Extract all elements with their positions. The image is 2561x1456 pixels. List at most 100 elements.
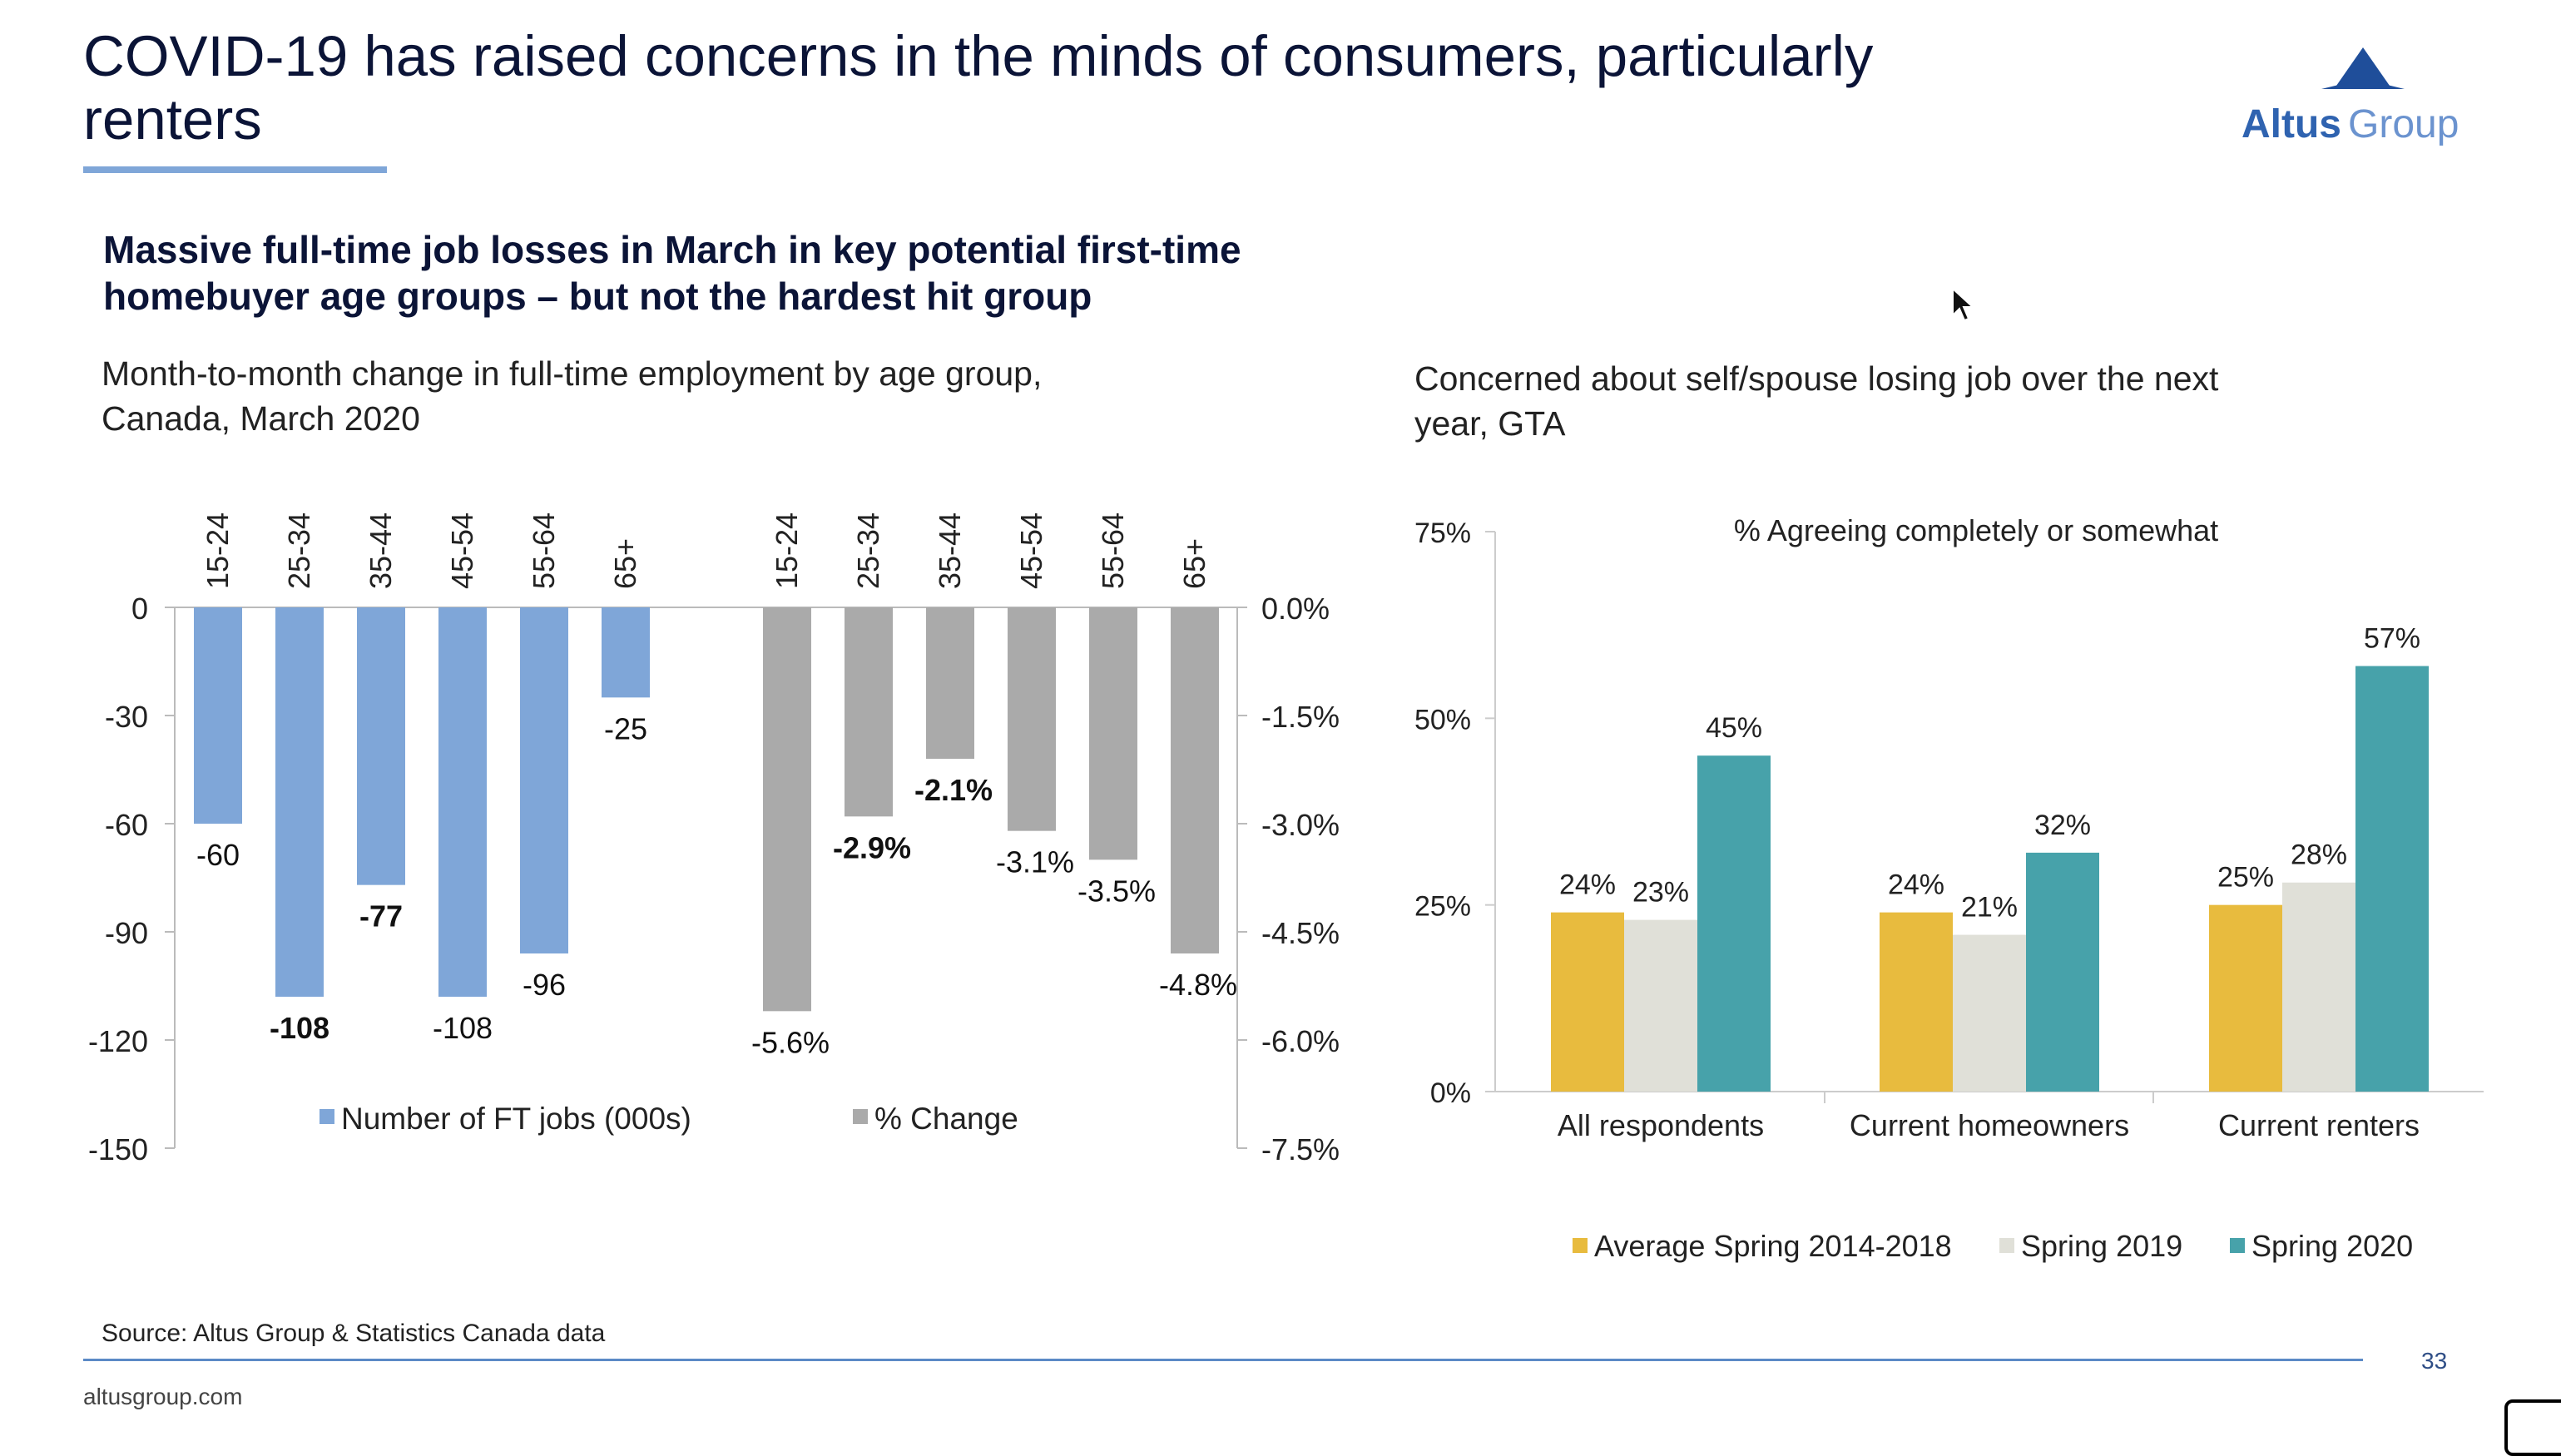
age-group-label: 45-54 <box>1014 513 1048 589</box>
data-label: -77 <box>359 899 403 934</box>
legend-label: Average Spring 2014-2018 <box>1594 1229 1952 1263</box>
y-tick-label: 75% <box>1414 518 1471 549</box>
y-tick-label: 0% <box>1430 1077 1471 1109</box>
data-label: -2.1% <box>914 773 993 807</box>
data-label: 28% <box>2291 839 2347 871</box>
y-tick-label: 50% <box>1414 704 1471 735</box>
job-loss-concern-chart: 0% 25% 50% 75% % Agreeing completely or some… <box>1414 513 2484 1263</box>
page-number: 33 <box>2421 1348 2448 1374</box>
bar <box>1880 912 1953 1092</box>
legend-swatch <box>1999 1238 2014 1253</box>
age-group-label: 15-24 <box>770 513 804 589</box>
bar <box>357 607 405 885</box>
data-label: -3.1% <box>996 845 1074 879</box>
bar <box>438 607 487 997</box>
mouse-cursor-icon <box>1952 287 1975 322</box>
source-note: Source: Altus Group & Statistics Canada … <box>102 1320 606 1347</box>
thumbnail-preview <box>2504 1399 2561 1456</box>
data-label: -60 <box>196 838 240 872</box>
data-label: 21% <box>1961 892 2018 924</box>
data-label: 25% <box>2217 862 2274 894</box>
bar <box>194 607 242 824</box>
age-group-label: 65+ <box>608 538 642 589</box>
data-label: 45% <box>1706 712 1762 744</box>
bar <box>926 607 974 759</box>
right-y-tick-label: -1.5% <box>1261 700 1340 734</box>
bar <box>1089 607 1137 860</box>
left-y-tick-label: -120 <box>88 1024 148 1058</box>
legend-label: % Change <box>874 1102 1018 1136</box>
data-label: -2.9% <box>833 830 911 864</box>
legend-label: Spring 2019 <box>2021 1229 2182 1263</box>
right-y-tick-label: -7.5% <box>1261 1132 1340 1166</box>
data-label: -108 <box>433 1011 493 1045</box>
bar <box>1953 934 2026 1092</box>
bar <box>763 607 811 1012</box>
legend-swatch <box>2230 1238 2245 1253</box>
data-label: 24% <box>1559 869 1616 901</box>
category-label: All respondents <box>1558 1108 1764 1142</box>
data-label: 23% <box>1632 877 1689 909</box>
data-label: -108 <box>270 1011 329 1045</box>
bar <box>1624 919 1697 1092</box>
job-concern-chart-description: Concerned about self/spouse losing job o… <box>1414 359 2219 443</box>
bar <box>602 607 650 698</box>
footer-divider <box>83 1359 2363 1361</box>
bar <box>1697 755 1771 1092</box>
logo-text-light: Group <box>2348 102 2459 146</box>
title-underline <box>83 166 387 173</box>
category-label: Current homeowners <box>1850 1108 2129 1142</box>
data-label: 32% <box>2034 810 2091 841</box>
left-y-tick-label: -60 <box>105 808 148 842</box>
right-y-tick-label: -4.5% <box>1261 916 1340 950</box>
left-y-tick-label: -90 <box>105 916 148 950</box>
bar <box>1008 607 1056 831</box>
age-group-label: 35-44 <box>364 513 398 589</box>
age-group-label: 35-44 <box>933 513 967 589</box>
left-y-tick-label: -150 <box>88 1132 148 1166</box>
bar <box>520 607 568 953</box>
data-label: 57% <box>2364 623 2420 655</box>
left-y-tick-label: 0 <box>131 592 148 626</box>
age-group-label: 65+ <box>1177 538 1211 589</box>
bar <box>2355 666 2429 1092</box>
left-y-tick-label: -30 <box>105 700 148 734</box>
category-label: Current renters <box>2218 1108 2420 1142</box>
altus-group-logo: Altus Group <box>2238 46 2479 154</box>
age-group-label: 55-64 <box>527 513 561 589</box>
y-tick-label: 25% <box>1414 891 1471 923</box>
age-group-label: 55-64 <box>1096 513 1130 589</box>
data-label: -25 <box>604 711 647 745</box>
right-y-tick-label: -6.0% <box>1261 1024 1340 1058</box>
slide-title: COVID-19 has raised concerns in the mind… <box>83 24 1874 151</box>
data-label: -5.6% <box>751 1025 830 1059</box>
age-group-label: 15-24 <box>201 513 235 589</box>
data-label: -4.8% <box>1159 968 1237 1002</box>
age-group-label: 25-34 <box>282 513 316 589</box>
legend-swatch <box>1573 1238 1588 1253</box>
bar <box>275 607 324 997</box>
employment-change-chart: 0 -30 -60 -90 -120 -150 0.0% -1.5% -3.0% -4.5% -6.… <box>88 513 1340 1166</box>
bar <box>2282 882 2355 1092</box>
right-y-tick-label: -3.0% <box>1261 808 1340 842</box>
bar <box>1171 607 1219 953</box>
bar <box>845 607 893 817</box>
logo-mark-icon: Altus Group <box>2241 47 2459 146</box>
legend-label: Spring 2020 <box>2251 1229 2413 1263</box>
age-group-label: 25-34 <box>851 513 885 589</box>
employment-chart-description: Month-to-month change in full-time emplo… <box>102 354 1043 438</box>
legend-swatch <box>320 1109 334 1124</box>
bar <box>2026 852 2099 1092</box>
right-y-tick-label: 0.0% <box>1261 592 1330 626</box>
bar <box>1551 912 1624 1092</box>
data-label: 24% <box>1888 869 1944 901</box>
logo-text-bold: Altus <box>2241 102 2341 146</box>
data-label: -3.5% <box>1077 874 1156 908</box>
age-group-label: 45-54 <box>445 513 479 589</box>
legend-swatch <box>853 1109 868 1124</box>
slide-subtitle: Massive full-time job losses in March in… <box>103 228 1241 318</box>
bar <box>2209 904 2282 1092</box>
data-label: -96 <box>523 968 566 1002</box>
footer-url: altusgroup.com <box>83 1384 243 1409</box>
legend-label: Number of FT jobs (000s) <box>341 1102 691 1136</box>
